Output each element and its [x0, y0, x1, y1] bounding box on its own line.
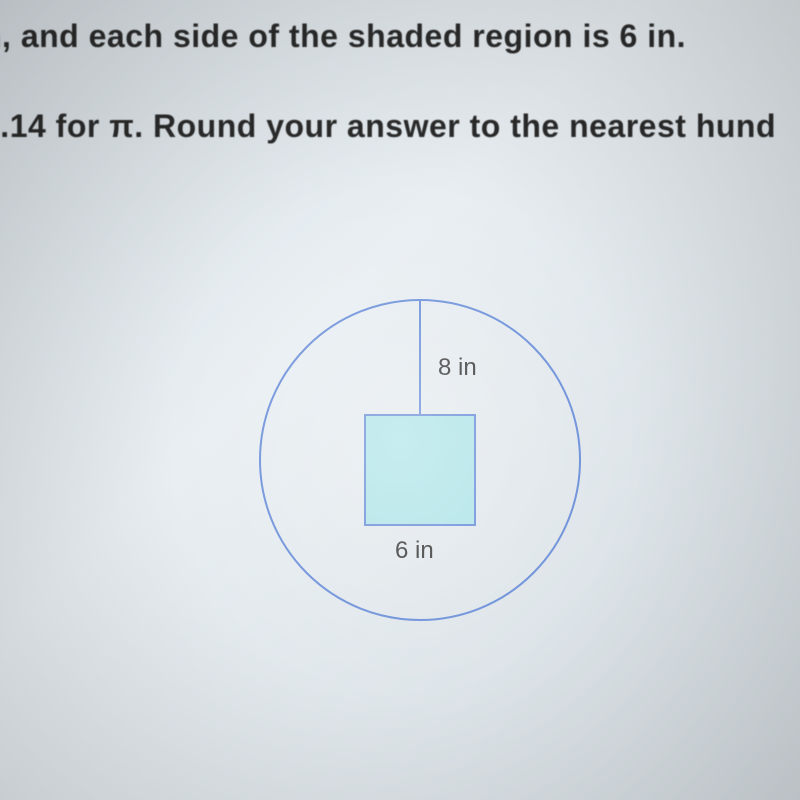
radius-label: 8 in: [438, 354, 477, 381]
geometry-diagram: 8 in 6 in: [240, 280, 600, 640]
problem-text-line-1: n, and each side of the shaded region is…: [0, 18, 686, 55]
shaded-square: [365, 415, 475, 525]
problem-text-line-2: 3.14 for π. Round your answer to the nea…: [0, 108, 776, 145]
side-label: 6 in: [395, 537, 434, 564]
